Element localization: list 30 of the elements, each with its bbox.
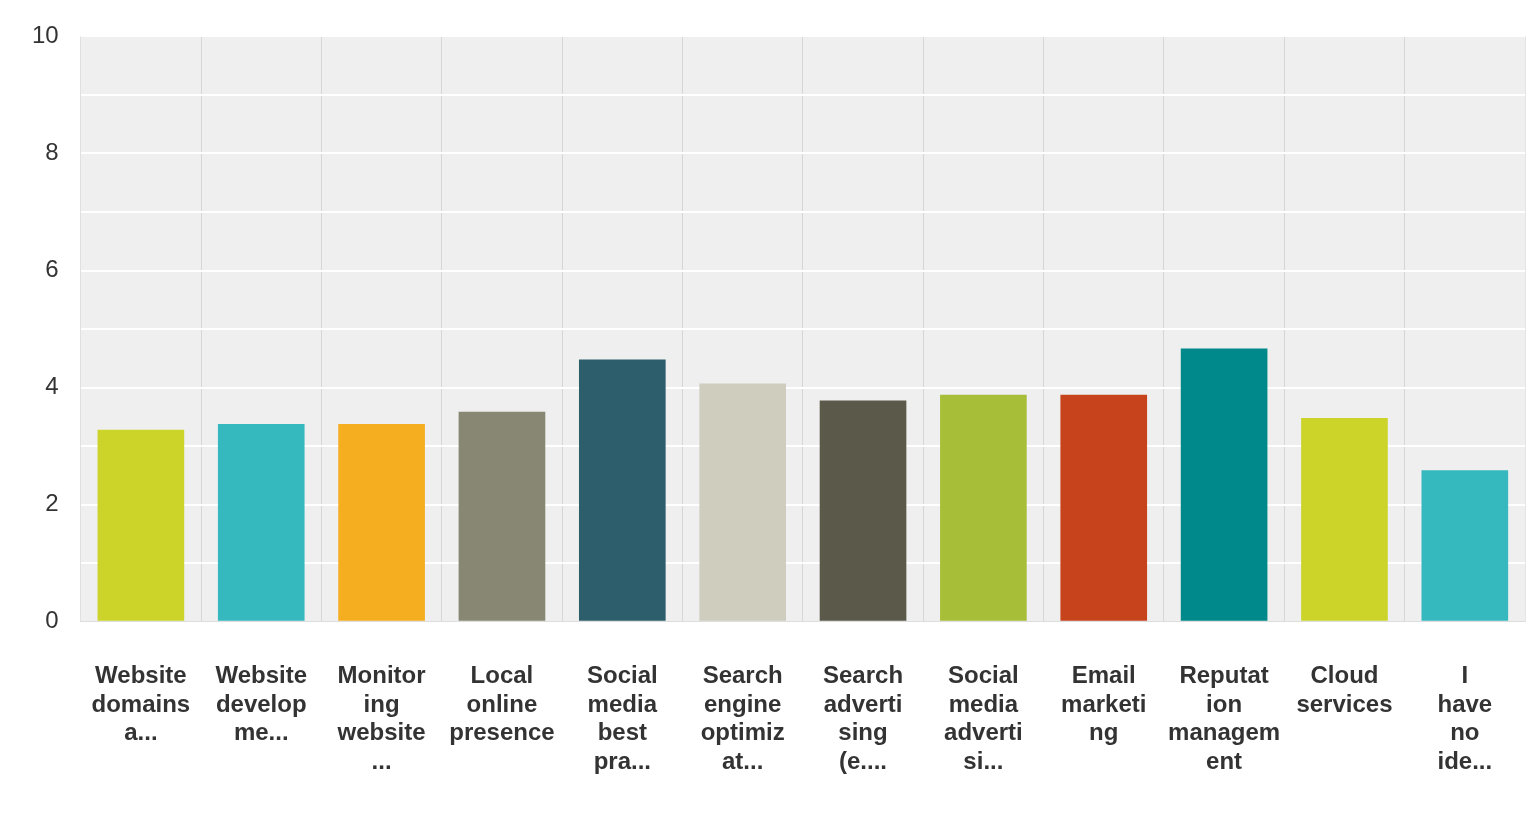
bar [940,394,1027,621]
x-tick-label: Local online presence [449,660,555,746]
x-tick-label: Social media best pra... [586,660,658,775]
bar [1301,418,1388,621]
bar [217,423,305,621]
bar [819,400,907,621]
y-tick-label: 10 [31,21,59,49]
bar [1060,394,1148,621]
bar [1180,348,1268,621]
bar [458,411,546,621]
x-tick-label: Search engine optimizat... [700,660,785,775]
bar [338,423,425,621]
x-tick-label: Search advertising (e.... [823,660,904,775]
bar [699,383,786,621]
y-tick-label: 4 [45,372,59,400]
y-tick-label: 0 [45,606,59,634]
y-tick-label: 8 [45,138,59,166]
x-tick-label: Social media advertisi... [944,660,1023,775]
bar [1421,470,1509,621]
bar [97,429,185,621]
x-tick-label: Website developme... [215,660,308,746]
y-tick-label: 2 [45,489,59,517]
x-tick-label: Email marketing [1061,660,1147,746]
x-tick-label: Website domains a... [91,660,191,746]
x-tick-label: I have no ide... [1437,660,1493,775]
x-tick-label: Monitoring website... [336,660,426,775]
y-tick-label: 6 [45,255,59,283]
bar [578,359,666,621]
x-tick-label: Cloud services [1296,660,1393,717]
x-tick-label: Reputation management [1168,660,1281,775]
